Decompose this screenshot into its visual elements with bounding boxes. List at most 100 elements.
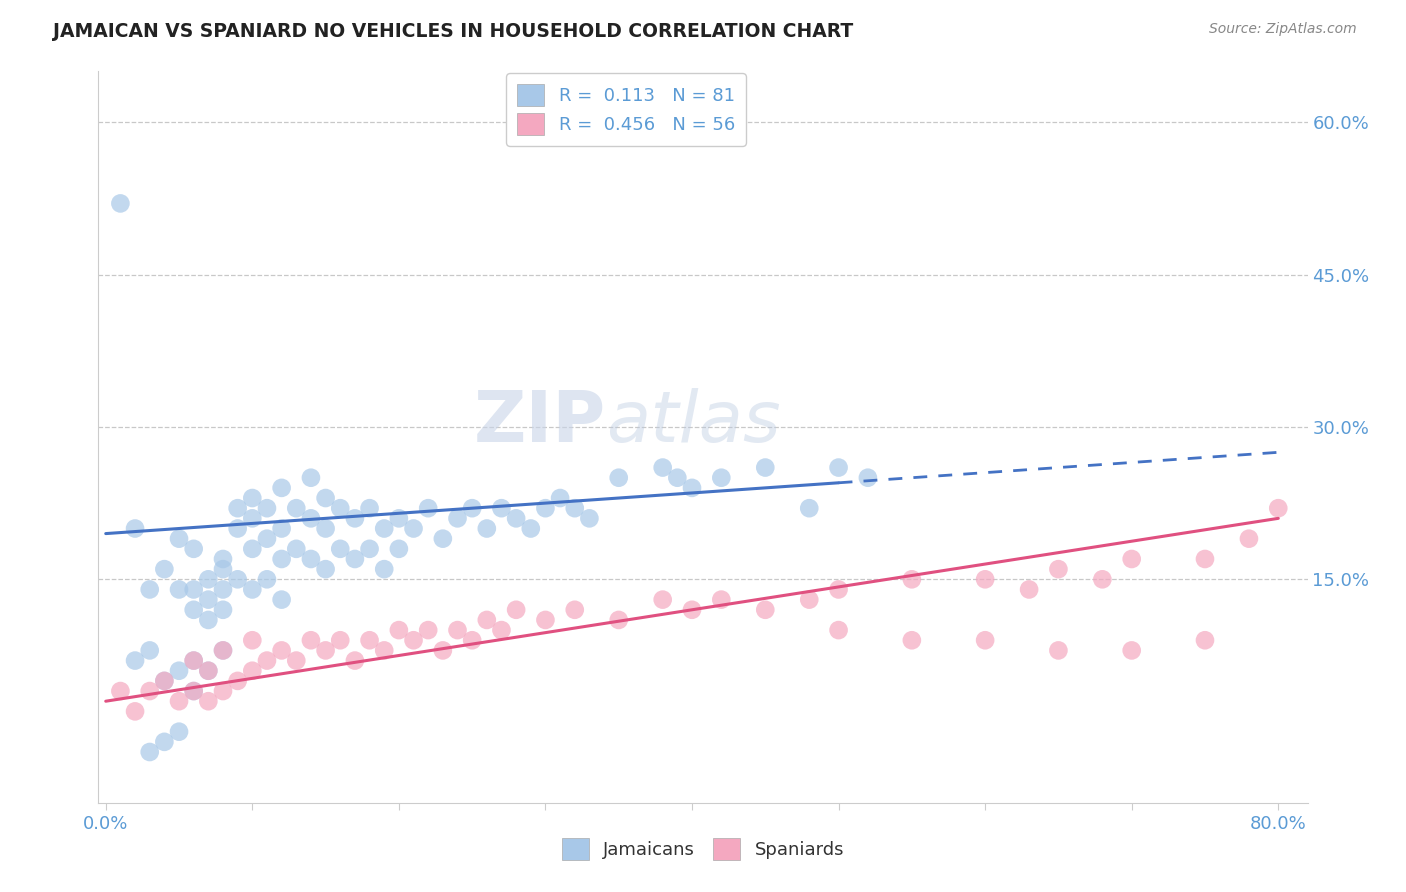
Point (212, 562, 235, 576)
Point (212, 552, 235, 566)
Point (226, 673, 249, 688)
Point (974, 633, 997, 648)
Point (329, 541, 352, 556)
Point (212, 603, 235, 617)
Point (359, 541, 381, 556)
Point (124, 654, 146, 668)
Point (681, 481, 703, 495)
Point (607, 613, 630, 627)
Point (710, 592, 733, 607)
Point (256, 572, 278, 586)
Point (856, 471, 879, 485)
Point (167, 532, 190, 546)
Point (256, 654, 278, 668)
Point (197, 613, 219, 627)
Point (359, 501, 381, 516)
Point (1091, 572, 1114, 586)
Point (1047, 562, 1070, 576)
Point (240, 582, 263, 597)
Point (138, 582, 160, 597)
Point (1194, 633, 1216, 648)
Point (212, 582, 235, 597)
Point (564, 603, 586, 617)
Point (167, 724, 190, 739)
Point (167, 664, 190, 678)
Point (226, 501, 249, 516)
Point (270, 552, 292, 566)
Point (183, 684, 205, 698)
Point (153, 735, 176, 749)
Point (197, 694, 219, 708)
Point (138, 684, 160, 698)
Point (270, 643, 292, 657)
Point (505, 603, 527, 617)
Point (827, 582, 849, 597)
Point (520, 521, 543, 535)
Point (491, 501, 513, 516)
Point (534, 501, 557, 516)
Point (343, 552, 366, 566)
Point (197, 664, 219, 678)
Point (446, 623, 468, 637)
Point (138, 643, 160, 657)
Point (285, 541, 308, 556)
Point (418, 501, 440, 516)
Point (299, 511, 322, 525)
Point (240, 664, 263, 678)
Point (1121, 643, 1143, 657)
Point (901, 572, 924, 586)
Point (607, 471, 630, 485)
Point (1047, 643, 1070, 657)
Point (974, 572, 997, 586)
Point (461, 501, 484, 516)
Point (475, 521, 498, 535)
Point (651, 460, 673, 475)
Point (256, 501, 278, 516)
Point (343, 511, 366, 525)
Point (1267, 501, 1289, 516)
Point (183, 654, 205, 668)
Point (402, 633, 425, 648)
Point (827, 460, 849, 475)
Point (110, 196, 132, 211)
Point (461, 633, 484, 648)
Point (359, 633, 381, 648)
Text: atlas: atlas (606, 388, 780, 457)
Point (285, 654, 308, 668)
Point (315, 491, 337, 505)
Point (373, 562, 395, 576)
Point (153, 673, 176, 688)
Point (373, 643, 395, 657)
Point (197, 592, 219, 607)
Point (388, 541, 411, 556)
Point (475, 613, 498, 627)
Point (491, 623, 513, 637)
Point (446, 511, 468, 525)
Point (212, 643, 235, 657)
Point (197, 664, 219, 678)
Point (183, 654, 205, 668)
Point (270, 481, 292, 495)
Point (799, 592, 821, 607)
Text: Source: ZipAtlas.com: Source: ZipAtlas.com (1209, 22, 1357, 37)
Text: JAMAICAN VS SPANIARD NO VEHICLES IN HOUSEHOLD CORRELATION CHART: JAMAICAN VS SPANIARD NO VEHICLES IN HOUS… (53, 22, 853, 41)
Point (1194, 552, 1216, 566)
Point (299, 552, 322, 566)
Point (153, 673, 176, 688)
Point (299, 471, 322, 485)
Point (212, 684, 235, 698)
Point (226, 521, 249, 535)
Text: ZIP: ZIP (474, 388, 606, 457)
Point (373, 521, 395, 535)
Point (651, 592, 673, 607)
Point (1121, 552, 1143, 566)
Point (418, 623, 440, 637)
Point (212, 643, 235, 657)
Point (578, 511, 600, 525)
Point (432, 643, 454, 657)
Point (564, 501, 586, 516)
Point (315, 562, 337, 576)
Point (343, 654, 366, 668)
Point (329, 501, 352, 516)
Point (1237, 532, 1260, 546)
